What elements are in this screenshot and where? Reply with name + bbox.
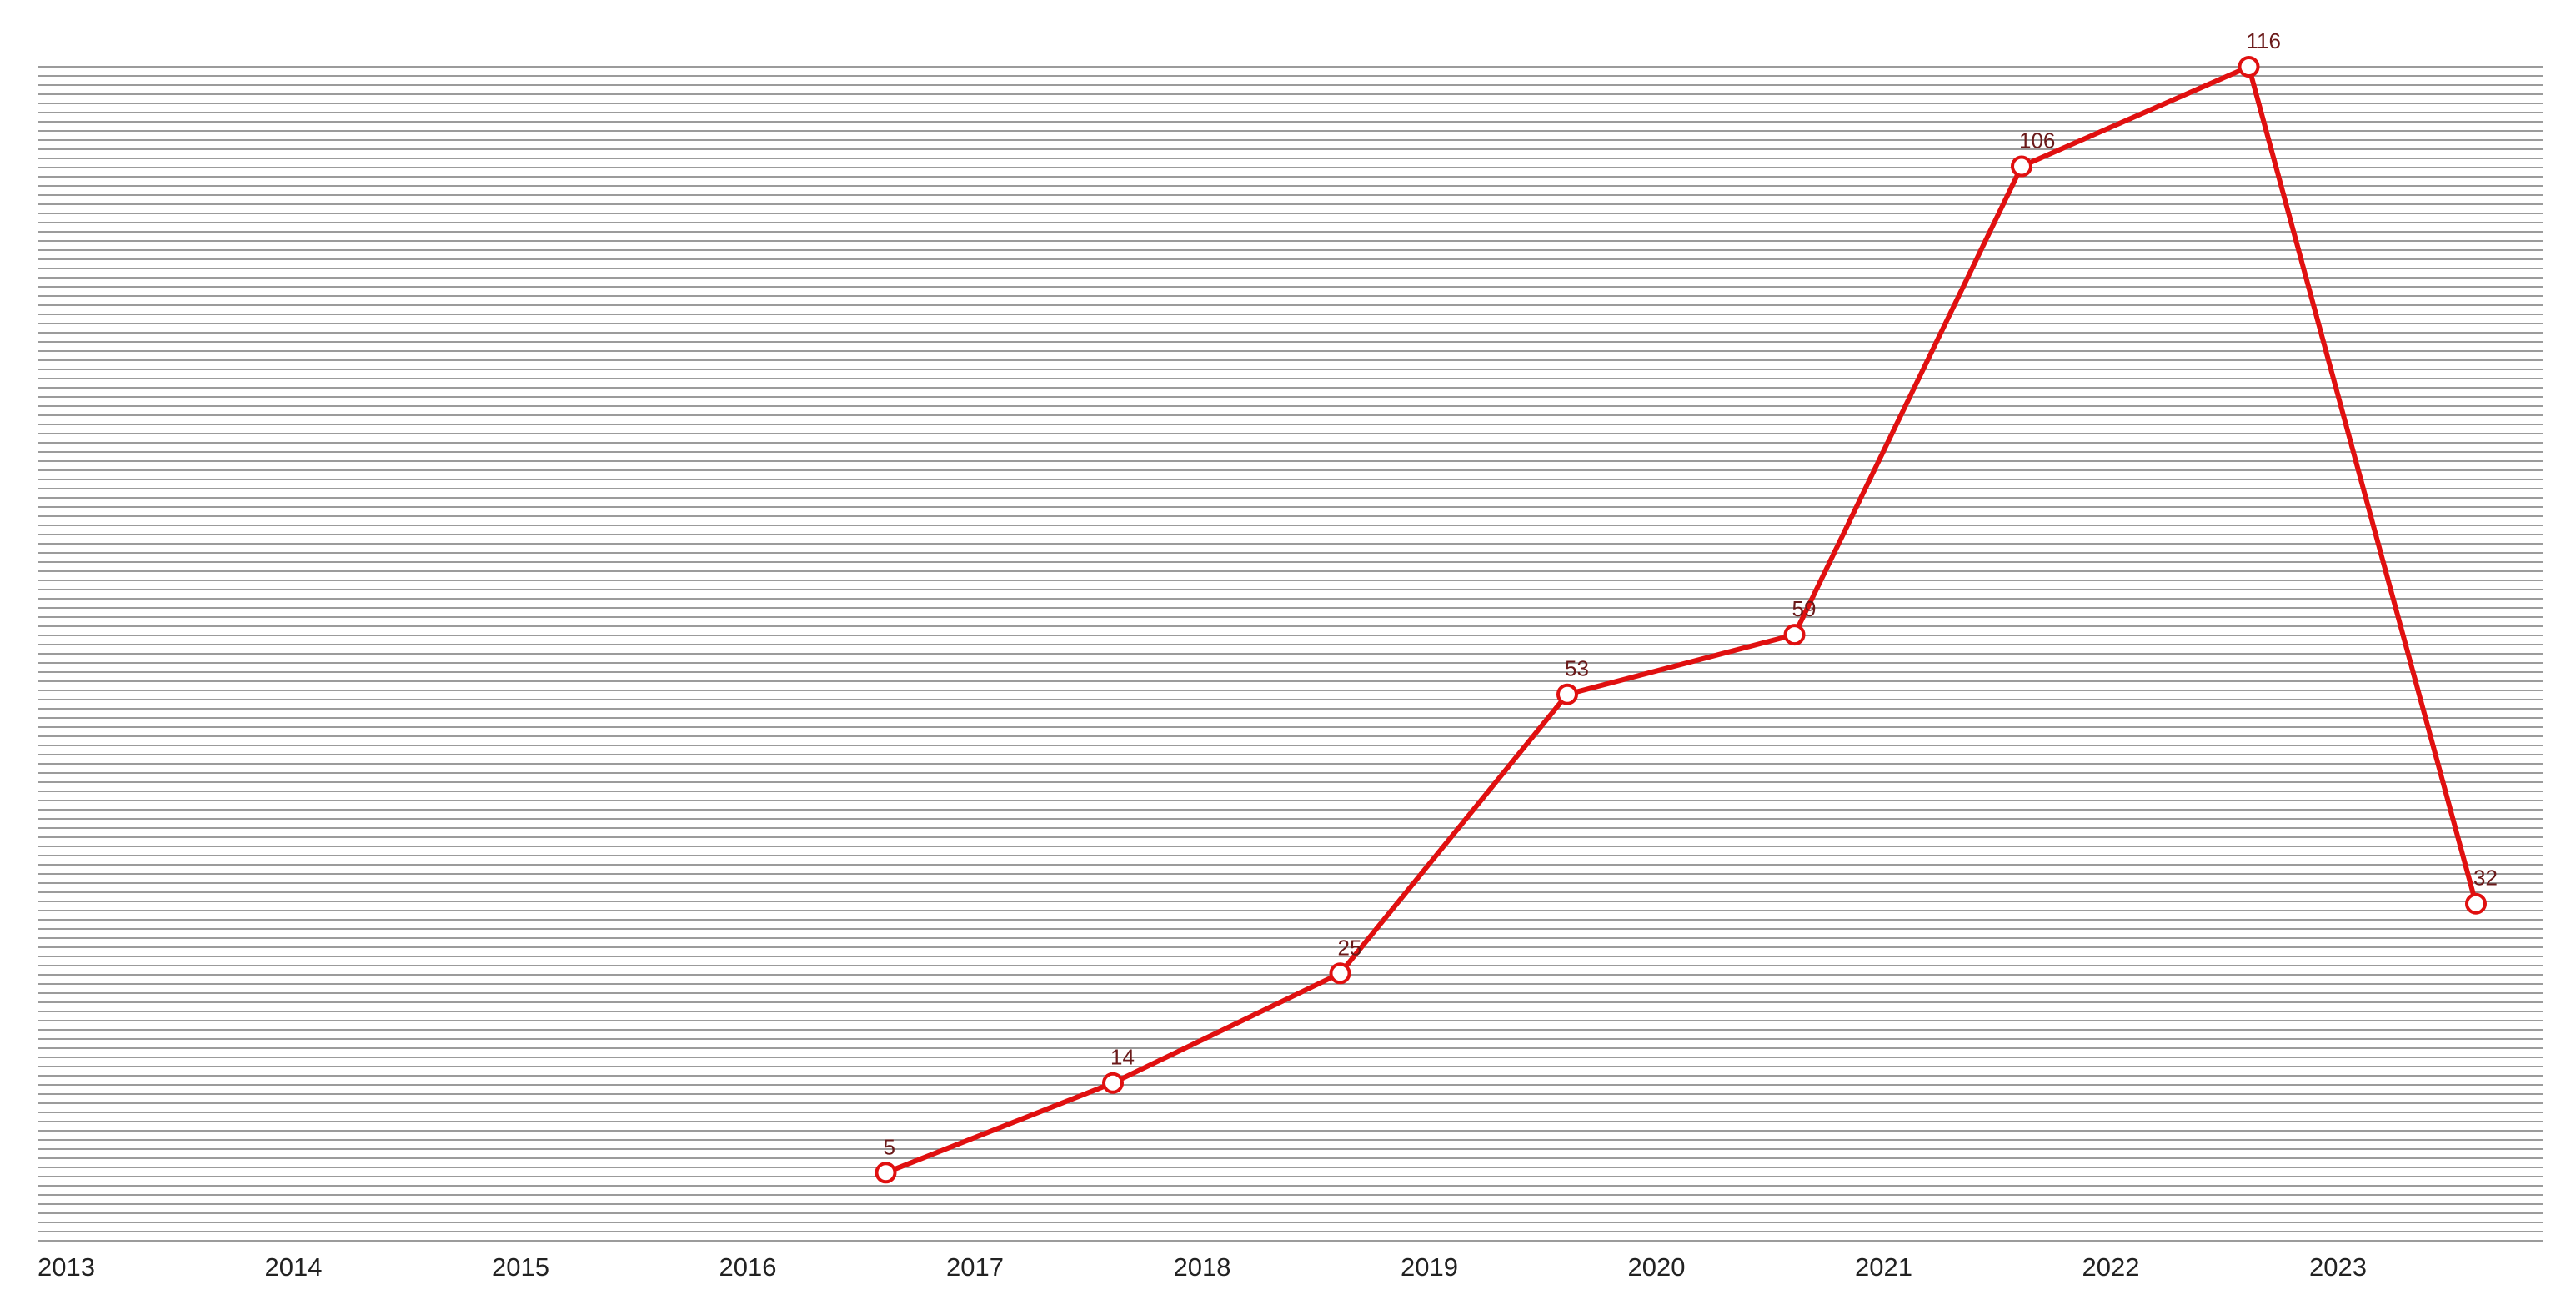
x-tick-label: 2014 <box>265 1252 323 1282</box>
data-label: 116 <box>2247 28 2281 53</box>
data-label: 25 <box>1338 935 1362 960</box>
x-tick-label: 2015 <box>492 1252 549 1282</box>
x-tick-label: 2017 <box>946 1252 1004 1282</box>
data-label: 53 <box>1565 656 1589 681</box>
x-tick-label: 2023 <box>2309 1252 2367 1282</box>
data-label: 106 <box>2019 128 2055 153</box>
series-group <box>875 56 2487 1184</box>
data-point <box>1329 962 1351 985</box>
x-tick-label: 2016 <box>719 1252 777 1282</box>
data-labels: 5 14 25 53 59 106 116 32 <box>884 28 2498 1159</box>
series-line <box>883 64 2478 1176</box>
data-point <box>2238 56 2260 78</box>
x-tick-label: 2013 <box>38 1252 95 1282</box>
x-tick-label: 2018 <box>1174 1252 1231 1282</box>
data-label: 14 <box>1110 1045 1135 1070</box>
data-point <box>2011 155 2032 178</box>
gridlines <box>38 66 2543 1242</box>
data-point <box>2465 892 2487 915</box>
data-label: 32 <box>2473 866 2498 891</box>
x-tick-label: 2022 <box>2082 1252 2140 1282</box>
data-label: 5 <box>884 1134 895 1159</box>
data-label: 59 <box>1792 596 1817 621</box>
x-tick-label: 2019 <box>1401 1252 1458 1282</box>
x-axis-tick-labels: 2013 2014 2015 2016 2017 2018 2019 2020 2021 2022… <box>38 1252 2367 1282</box>
data-point <box>1102 1072 1124 1094</box>
x-tick-label: 2021 <box>1855 1252 1912 1282</box>
data-point <box>1783 624 1806 646</box>
data-point <box>875 1162 897 1184</box>
data-point <box>1556 683 1578 705</box>
x-tick-label: 2020 <box>1628 1252 1686 1282</box>
